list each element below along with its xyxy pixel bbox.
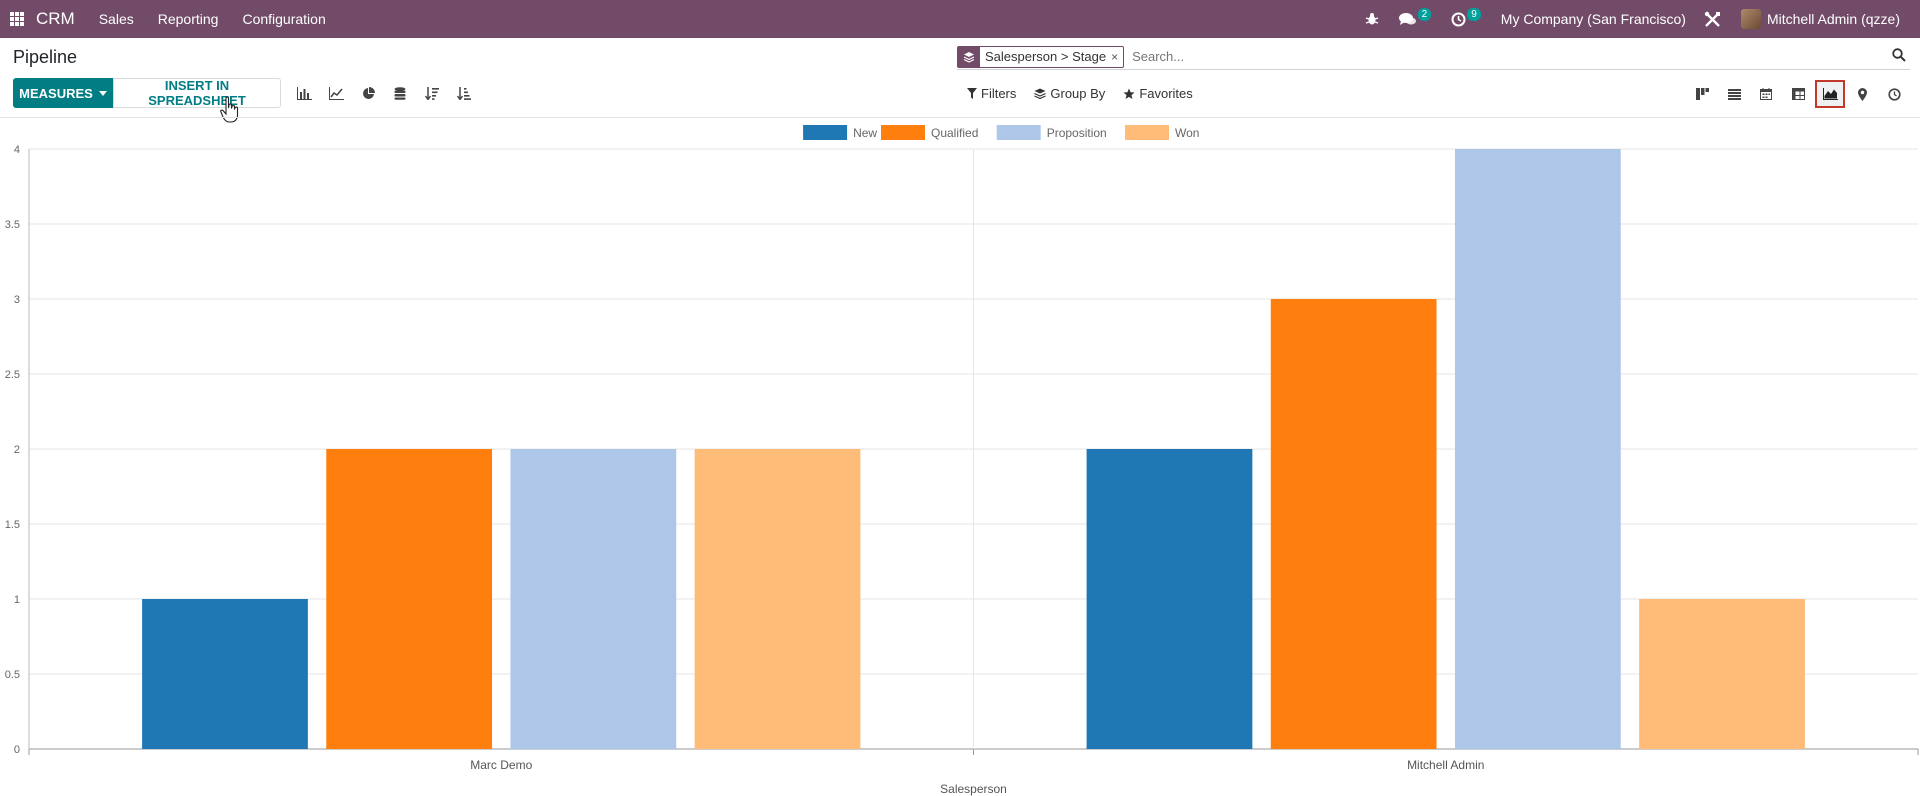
legend-swatch xyxy=(1125,125,1169,140)
insert-spreadsheet-button[interactable]: INSERT IN SPREADSHEET xyxy=(113,78,281,108)
y-tick-label: 0.5 xyxy=(5,669,20,681)
pipeline-bar-chart: 0 0.5 1 1.5 2 2.5 3 3.5 4 Marc Demo Mitchell Admin… xyxy=(5,125,1919,796)
x-tick-label: Marc Demo xyxy=(470,758,532,772)
view-switcher xyxy=(1686,80,1910,108)
bar-new-0 xyxy=(142,599,308,749)
legend-label: Proposition xyxy=(1047,126,1107,140)
sort-ascending-icon[interactable] xyxy=(448,82,480,104)
x-tick-label: Mitchell Admin xyxy=(1407,758,1484,772)
y-tick-label: 1 xyxy=(14,594,20,606)
facet-remove-button[interactable]: × xyxy=(1111,49,1119,64)
y-tick-label: 3 xyxy=(14,294,20,306)
debug-bug-icon[interactable] xyxy=(1365,12,1379,26)
y-tick-label: 3.5 xyxy=(5,219,20,231)
bar-won-1 xyxy=(1639,599,1805,749)
user-menu[interactable]: Mitchell Admin (qzze) xyxy=(1740,9,1900,29)
control-panel-divider xyxy=(0,117,1920,118)
calendar-view-icon[interactable] xyxy=(1750,80,1782,108)
activities-clock-icon[interactable]: 9 xyxy=(1451,7,1481,27)
stacked-database-icon[interactable] xyxy=(384,82,416,104)
activities-badge: 9 xyxy=(1467,7,1481,21)
y-tick-label: 2.5 xyxy=(5,369,20,381)
y-tick-label: 1.5 xyxy=(5,519,20,531)
star-icon xyxy=(1123,88,1135,99)
app-brand[interactable]: CRM xyxy=(36,9,75,28)
map-view-icon[interactable] xyxy=(1846,80,1878,108)
menu-reporting[interactable]: Reporting xyxy=(157,11,219,27)
search-facet-groupby: Salesperson > Stage × xyxy=(957,45,1125,68)
facet-label: Salesperson > Stage xyxy=(985,49,1107,64)
filters-label: Filters xyxy=(981,86,1017,101)
search-bar: Salesperson > Stage × xyxy=(957,44,1910,70)
bar-qualified-0 xyxy=(326,449,493,749)
search-input[interactable] xyxy=(1130,48,1831,65)
legend-label: Qualified xyxy=(931,126,978,140)
y-tick-label: 2 xyxy=(14,444,20,456)
x-axis-label: Salesperson xyxy=(940,782,1007,796)
measures-button[interactable]: MEASURES xyxy=(13,78,113,108)
bar-qualified-1 xyxy=(1270,299,1437,749)
legend-label: Won xyxy=(1175,126,1199,140)
bar-won-0 xyxy=(694,449,861,749)
legend-swatch xyxy=(881,125,925,140)
list-view-icon[interactable] xyxy=(1718,80,1750,108)
messages-badge: 2 xyxy=(1417,7,1432,21)
company-switcher[interactable]: My Company (San Francisco) xyxy=(1500,11,1686,27)
legend-swatch xyxy=(996,125,1041,140)
search-panel-toggles: Filters Group By Favorites xyxy=(967,86,1211,101)
filter-icon xyxy=(967,88,977,99)
kanban-view-icon[interactable] xyxy=(1686,80,1718,108)
activity-view-icon[interactable] xyxy=(1878,80,1910,108)
sort-descending-icon[interactable] xyxy=(416,82,448,104)
y-tick-label: 0 xyxy=(14,744,20,756)
layers-icon xyxy=(1034,88,1047,99)
avatar xyxy=(1740,9,1761,29)
bar-new-1 xyxy=(1086,449,1253,749)
search-icon[interactable] xyxy=(1892,48,1906,67)
menu-sales[interactable]: Sales xyxy=(98,11,134,27)
bar-proposition-1 xyxy=(1454,149,1621,749)
favorites-label: Favorites xyxy=(1139,86,1193,101)
menu-configuration[interactable]: Configuration xyxy=(242,11,326,27)
bar-chart-icon[interactable] xyxy=(288,82,320,104)
legend-label: New xyxy=(853,126,877,140)
graph-toolbar xyxy=(288,82,480,104)
tools-icon[interactable] xyxy=(1704,11,1721,28)
y-tick-label: 4 xyxy=(14,144,20,156)
messages-icon[interactable]: 2 xyxy=(1398,7,1432,27)
favorites-toggle[interactable]: Favorites xyxy=(1123,86,1193,101)
measures-label: MEASURES xyxy=(19,85,93,101)
pie-chart-icon[interactable] xyxy=(352,82,384,104)
page-title: Pipeline xyxy=(13,47,78,67)
top-navbar: CRM Sales Reporting Configuration 2 9 My… xyxy=(0,0,1920,38)
groupby-toggle[interactable]: Group By xyxy=(1034,86,1105,101)
layers-icon xyxy=(958,46,980,67)
groupby-label: Group By xyxy=(1050,86,1106,101)
legend-swatch xyxy=(803,125,848,140)
pivot-view-icon[interactable] xyxy=(1782,80,1814,108)
line-chart-icon[interactable] xyxy=(320,82,352,104)
bar-proposition-0 xyxy=(510,449,677,749)
caret-down-icon xyxy=(98,90,107,96)
graph-view-icon[interactable] xyxy=(1815,80,1845,108)
user-name: Mitchell Admin (qzze) xyxy=(1766,11,1900,27)
apps-menu-icon[interactable] xyxy=(10,12,24,26)
filters-toggle[interactable]: Filters xyxy=(967,86,1016,101)
